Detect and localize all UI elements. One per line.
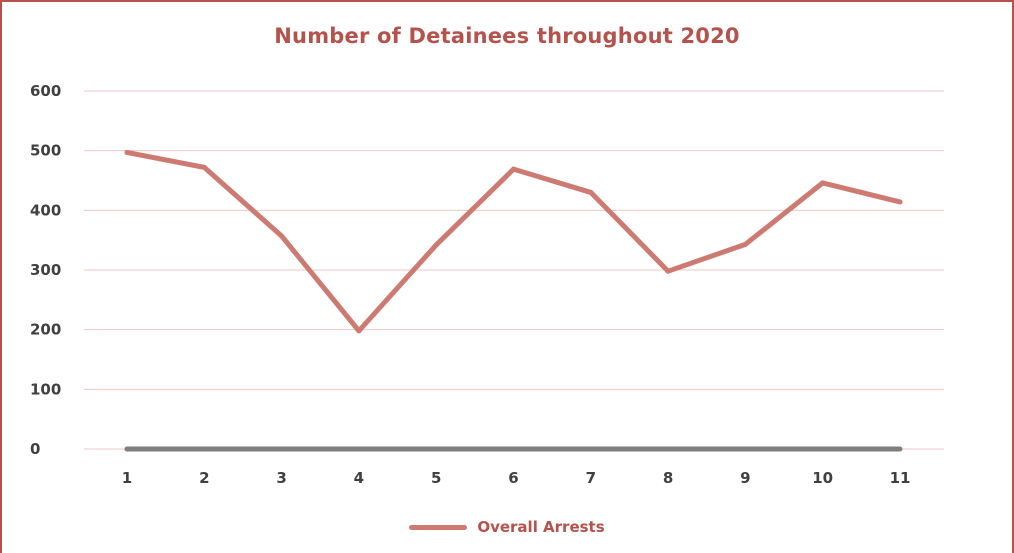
data-point-zero-2 [203,448,205,450]
data-point-zero-11 [899,448,901,450]
data-point-zero-3 [281,448,283,450]
data-point-zero-7 [590,448,592,450]
x-tick-label-5: 5 [431,469,441,487]
series-line-overall-arrests [124,149,903,334]
x-tick-label-10: 10 [812,469,833,487]
data-point-overall-arrests-7 [588,189,594,195]
x-tick-label-1: 1 [122,469,132,487]
data-point-zero-5 [435,448,437,450]
data-point-overall-arrests-10 [820,180,826,186]
y-tick-label-400: 400 [30,201,61,219]
data-point-zero-10 [822,448,824,450]
y-axis-ticks: 0 100 200 300 400 500 600 [30,82,61,458]
x-tick-label-4: 4 [354,469,364,487]
y-tick-label-0: 0 [30,440,40,458]
chart-title: Number of Detainees throughout 2020 [274,24,740,48]
y-tick-label-200: 200 [30,321,61,339]
data-point-zero-6 [513,448,514,450]
data-point-zero-1 [126,448,128,450]
y-tick-label-300: 300 [30,261,61,279]
series-lines [124,149,903,452]
data-point-overall-arrests-1 [124,149,130,155]
x-tick-label-3: 3 [276,469,286,487]
legend-swatch-overall-arrests [409,524,468,530]
x-tick-label-11: 11 [890,469,911,487]
data-point-overall-arrests-9 [742,241,748,247]
data-point-zero-8 [667,448,669,450]
x-tick-label-6: 6 [508,469,518,487]
legend-label-overall-arrests: Overall Arrests [477,518,605,536]
y-tick-label-600: 600 [30,82,61,100]
x-axis-ticks: 1 2 3 4 5 6 7 8 9 10 11 [122,469,911,487]
gridlines [84,90,944,450]
data-point-overall-arrests-3 [279,233,285,239]
x-tick-label-7: 7 [586,469,596,487]
x-tick-label-8: 8 [663,469,673,487]
x-tick-label-9: 9 [740,469,750,487]
x-tick-label-2: 2 [199,469,209,487]
data-point-overall-arrests-11 [897,199,903,205]
data-point-overall-arrests-4 [356,328,362,334]
legend: Overall Arrests [0,518,1014,536]
y-tick-label-100: 100 [30,380,61,398]
data-point-zero-9 [744,448,746,450]
data-point-overall-arrests-2 [201,164,207,170]
y-tick-label-500: 500 [30,142,61,160]
data-point-overall-arrests-8 [665,268,671,274]
data-point-overall-arrests-5 [433,242,439,248]
data-point-zero-4 [358,448,360,450]
data-point-overall-arrests-6 [511,166,516,172]
